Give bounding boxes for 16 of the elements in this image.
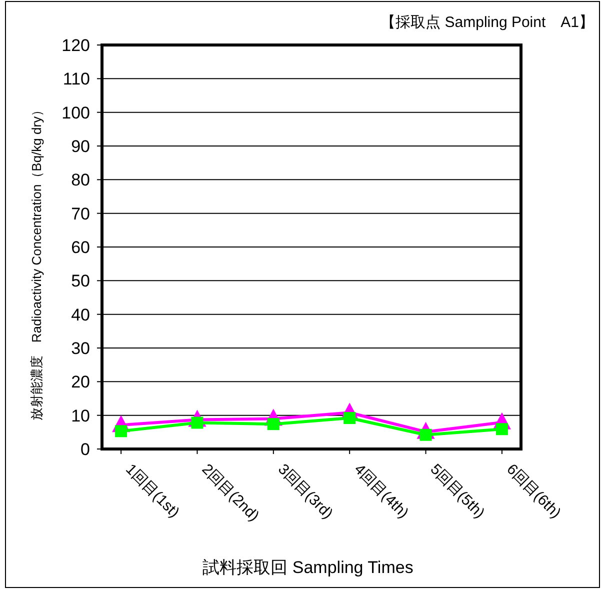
y-tick-label: 60 — [71, 238, 90, 257]
y-tick-label: 110 — [62, 70, 90, 89]
chart-title: 【採取点 Sampling Point A1】 — [380, 14, 594, 31]
x-axis-title: 試料採取回 Sampling Times — [202, 558, 414, 577]
y-tick-label: 10 — [71, 406, 90, 426]
y-tick-label: 90 — [71, 137, 90, 156]
y-tick-label: 30 — [71, 339, 90, 358]
y-tick-label: 70 — [71, 204, 90, 224]
y-tick-label: 100 — [62, 103, 90, 122]
y-tick-label: 40 — [71, 305, 90, 324]
y-tick-label: 50 — [71, 272, 90, 291]
y-tick-label: 80 — [71, 170, 90, 190]
y-axis-title: 放射能濃度 Radioactivity Concentration（Bq/kg dry） — [29, 103, 44, 421]
y-tick-label: 120 — [62, 36, 90, 55]
y-tick-label: 20 — [71, 372, 90, 392]
y-tick-label: 0 — [80, 440, 90, 459]
